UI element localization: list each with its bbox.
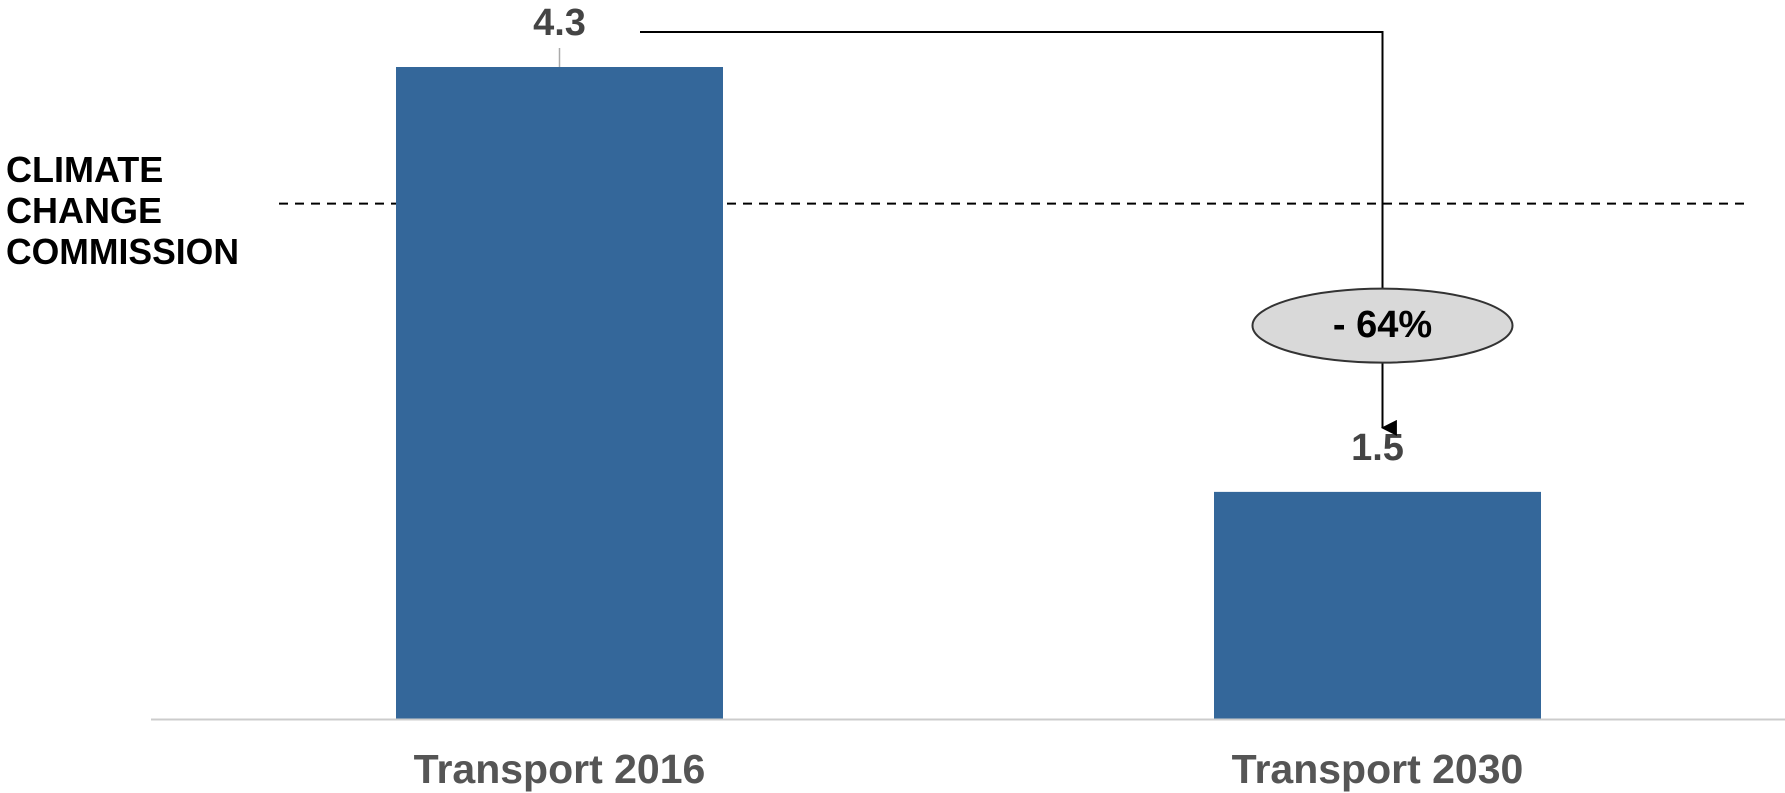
bar bbox=[1214, 491, 1541, 720]
value-label: 4.3 bbox=[533, 2, 586, 44]
bar bbox=[396, 67, 723, 720]
x-tick-label: Transport 2016 bbox=[414, 746, 706, 792]
annotation-text: - 64% bbox=[1333, 304, 1432, 346]
annotation-bubble bbox=[1251, 287, 1514, 364]
x-tick-label: Transport 2030 bbox=[1232, 746, 1524, 792]
value-label: 1.5 bbox=[1351, 427, 1404, 469]
reference-label: CHANGE bbox=[6, 190, 162, 231]
reference-label: COMMISSION bbox=[6, 231, 239, 272]
reference-label: CLIMATE bbox=[6, 149, 163, 190]
annotation-connector bbox=[640, 31, 1397, 436]
